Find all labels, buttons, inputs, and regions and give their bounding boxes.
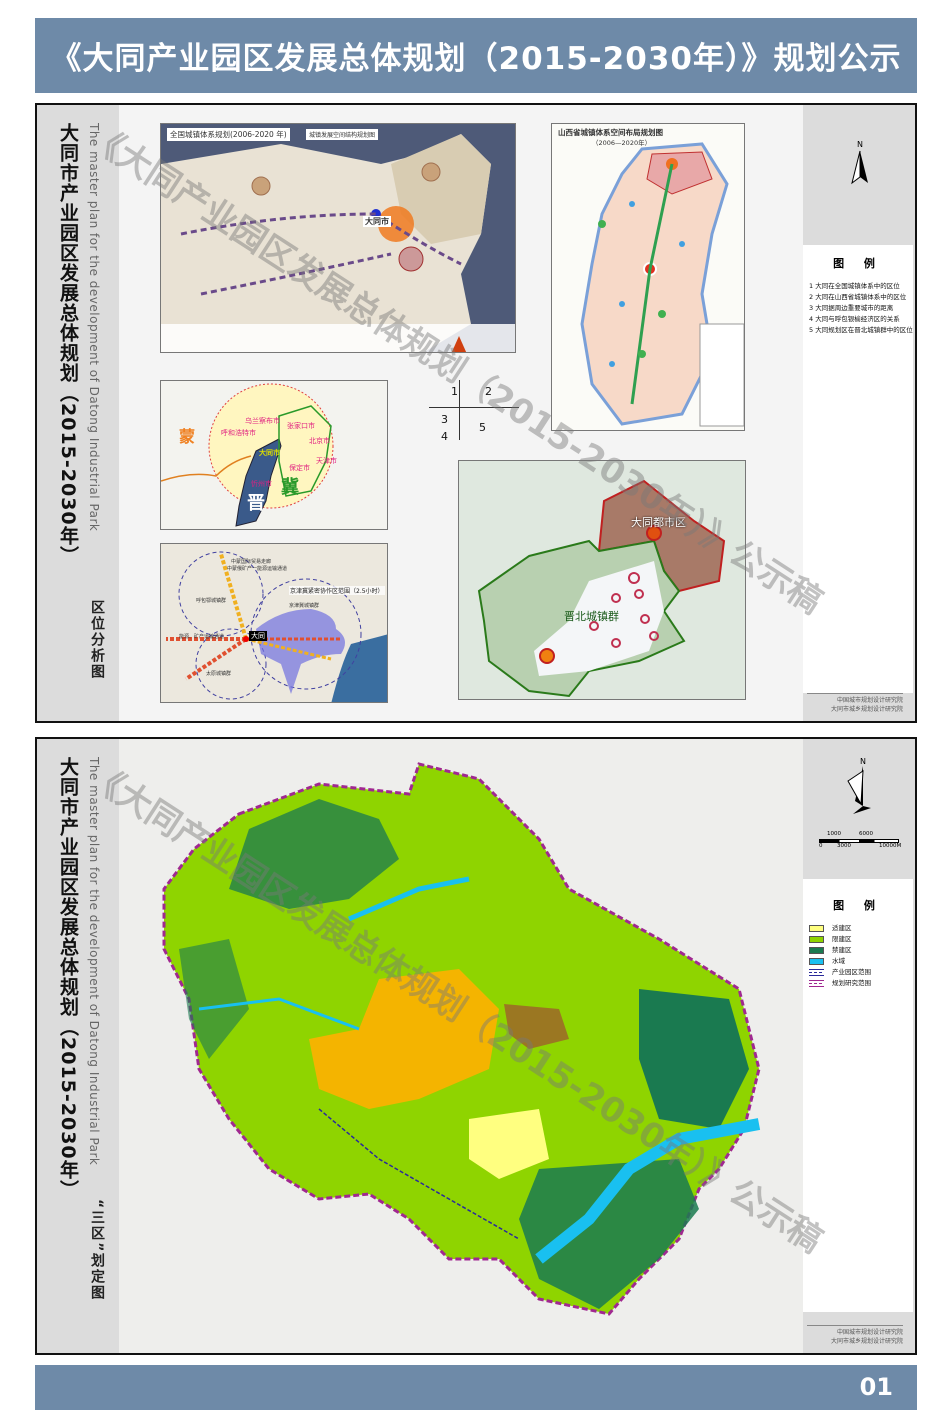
map-label: 京津冀城镇群: [289, 603, 320, 609]
scale-label: 3000: [837, 843, 851, 849]
jinbei-cluster-map: 大同都市区 晋北城镇群: [458, 460, 746, 700]
legend-label: 适建区: [832, 924, 852, 932]
swatch-icon: [809, 924, 824, 932]
swatch-icon: [809, 957, 824, 965]
three-zones-panel: 大同市产业园区发展总体规划（2015-2030年） The master pla…: [35, 737, 917, 1355]
panel-subtitle: 区位分析图: [89, 600, 105, 680]
credit-line: 大同市城乡规划设计研究院: [830, 1338, 903, 1345]
index-number: 3: [441, 413, 448, 426]
title-strip: 大同市产业园区发展总体规划（2015-2030年） The master pla…: [37, 739, 119, 1353]
shanxi-location-map: 山西省城镇体系空间布局规划图 （2006—2020年）: [551, 123, 745, 431]
legend-column: N 1000 6000 0 3000 10000M 图 例 适建区 限建区 禁建区 水…: [803, 739, 915, 1353]
map-title: 全国城镇体系规划(2006-2020 年): [167, 128, 290, 141]
credits: 中国城市规划设计研究院 大同市城乡规划设计研究院: [807, 693, 903, 714]
region-label-jin: 晋: [247, 493, 265, 514]
index-number: 1: [451, 385, 458, 398]
legend-item: 5 大同规划区在晋北城镇群中的区位: [809, 326, 913, 334]
legend-item: 水域: [809, 956, 907, 967]
north-arrow-icon: N: [845, 140, 875, 190]
page-number: 01: [35, 1365, 917, 1410]
city-label: 大同: [249, 631, 267, 641]
map-index-diagram: 1 2 3 4 5: [429, 375, 519, 445]
compass-rose-icon: N: [843, 757, 883, 820]
panel-title-en: The master plan for the development of D…: [87, 123, 101, 532]
map-label: 能源、矿产运输通道: [179, 634, 225, 640]
legend-item: 3 大同据周边重要城市的距离: [809, 304, 894, 312]
credit-line: 大同市城乡规划设计研究院: [830, 706, 903, 713]
city-label: 忻州市: [251, 480, 272, 488]
dashed-line-icon: [809, 968, 824, 976]
city-label: 呼和浩特市: [221, 429, 256, 437]
map-label: 太原城镇群: [206, 671, 232, 677]
legend-label: 产业园区范围: [832, 968, 871, 976]
legend-label: 禁建区: [832, 946, 852, 954]
legend-item: 2 大同在山西省城镇体系中的区位: [809, 293, 907, 301]
city-label: 张家口市: [287, 422, 315, 430]
page-banner-title: 《大同产业园区发展总体规划（2015-2030年）》规划公示: [35, 18, 917, 93]
title-strip: 大同市产业园区发展总体规划（2015-2030年） The master pla…: [37, 105, 119, 721]
scale-label: 1000: [827, 831, 841, 837]
city-label: 天津市: [316, 457, 337, 465]
legend-title: 图 例: [833, 899, 883, 912]
map-label: 中蒙俄矿产一能源运输通道: [227, 566, 288, 572]
national-location-map: 全国城镇体系规划(2006-2020 年) 城镇发展空间结构规划图 大同市: [160, 123, 516, 353]
scale-bar: 1000 6000 0 3000 10000M: [819, 831, 902, 851]
region-label-meng: 蒙: [179, 427, 196, 446]
city-label: 乌兰察布市: [245, 417, 280, 425]
map-title: 山西省城镇体系空间布局规划图: [558, 128, 663, 137]
metro-area-label: 大同都市区: [631, 516, 686, 529]
legend-item: 产业园区范围: [809, 967, 907, 978]
city-label: 大同市: [259, 449, 280, 457]
legend-box: 图 例 适建区 限建区 禁建区 水域 产业园区范围 规划研究范围: [803, 879, 913, 1312]
legend-item: 规划研究范围: [809, 978, 907, 989]
location-analysis-panel: 大同市产业园区发展总体规划（2015-2030年） The master pla…: [35, 103, 917, 723]
north-label: N: [857, 140, 863, 149]
map-years: （2006—2020年）: [592, 139, 652, 147]
city-label: 北京市: [309, 437, 330, 445]
legend-column: N 图 例 1 大同在全国城镇体系中的区位 2 大同在山西省城镇体系中的区位 3…: [803, 105, 915, 721]
panel-title: 大同市产业园区发展总体规划（2015-2030年）: [57, 757, 79, 1200]
scale-label: 10000M: [879, 843, 902, 849]
swatch-icon: [809, 935, 824, 943]
city-label: 大同市: [363, 216, 391, 227]
dashed-line-icon: [809, 979, 824, 987]
three-zones-map: [119, 739, 805, 1353]
index-number: 2: [485, 385, 492, 398]
north-label: N: [860, 757, 866, 766]
map-label: 京津冀紧密协作区范围（2.5小时）: [289, 586, 385, 595]
legend-item: 4 大同与呼包银榆经济区的关系: [809, 315, 900, 323]
panel-subtitle: “三区”划定图: [89, 1199, 105, 1302]
surrounding-cities-map: 蒙 晋 冀 大同市 乌兰察布市 呼和浩特市 张家口市 北京市 天津市 保定市 忻…: [160, 380, 388, 530]
legend-label: 水域: [832, 957, 845, 965]
panel-title: 大同市产业园区发展总体规划（2015-2030年）: [57, 123, 79, 566]
map-label: 呼包鄂城镇群: [196, 598, 227, 604]
legend-title: 图 例: [833, 257, 883, 270]
legend-item: 1 大同在全国城镇体系中的区位: [809, 282, 900, 290]
legend-label: 限建区: [832, 935, 852, 943]
panel-title-en: The master plan for the development of D…: [87, 757, 101, 1166]
map-subtitle: 城镇发展空间结构规划图: [306, 129, 379, 140]
region-label-ji: 冀: [281, 477, 299, 498]
credit-line: 中国城市规划设计研究院: [836, 1329, 903, 1336]
credit-line: 中国城市规划设计研究院: [836, 697, 903, 704]
index-number: 4: [441, 430, 448, 443]
legend-item: 限建区: [809, 934, 907, 945]
city-label: 保定市: [289, 464, 310, 472]
map-label: 中蒙国际贸易走廊: [231, 559, 272, 565]
economic-zone-map: 大同 中蒙国际贸易走廊 中蒙俄矿产一能源运输通道 呼包鄂城镇群 京津冀城镇群 京…: [160, 543, 388, 703]
credits: 中国城市规划设计研究院 大同市城乡规划设计研究院: [807, 1325, 903, 1346]
legend-item: 适建区: [809, 923, 907, 934]
legend-label: 规划研究范围: [832, 979, 871, 987]
index-number: 5: [479, 421, 486, 434]
legend-item: 禁建区: [809, 945, 907, 956]
scale-label: 0: [819, 843, 823, 849]
scale-label: 6000: [859, 831, 873, 837]
legend-box: 图 例 1 大同在全国城镇体系中的区位 2 大同在山西省城镇体系中的区位 3 大…: [803, 245, 913, 693]
swatch-icon: [809, 946, 824, 954]
cluster-label: 晋北城镇群: [564, 610, 619, 623]
